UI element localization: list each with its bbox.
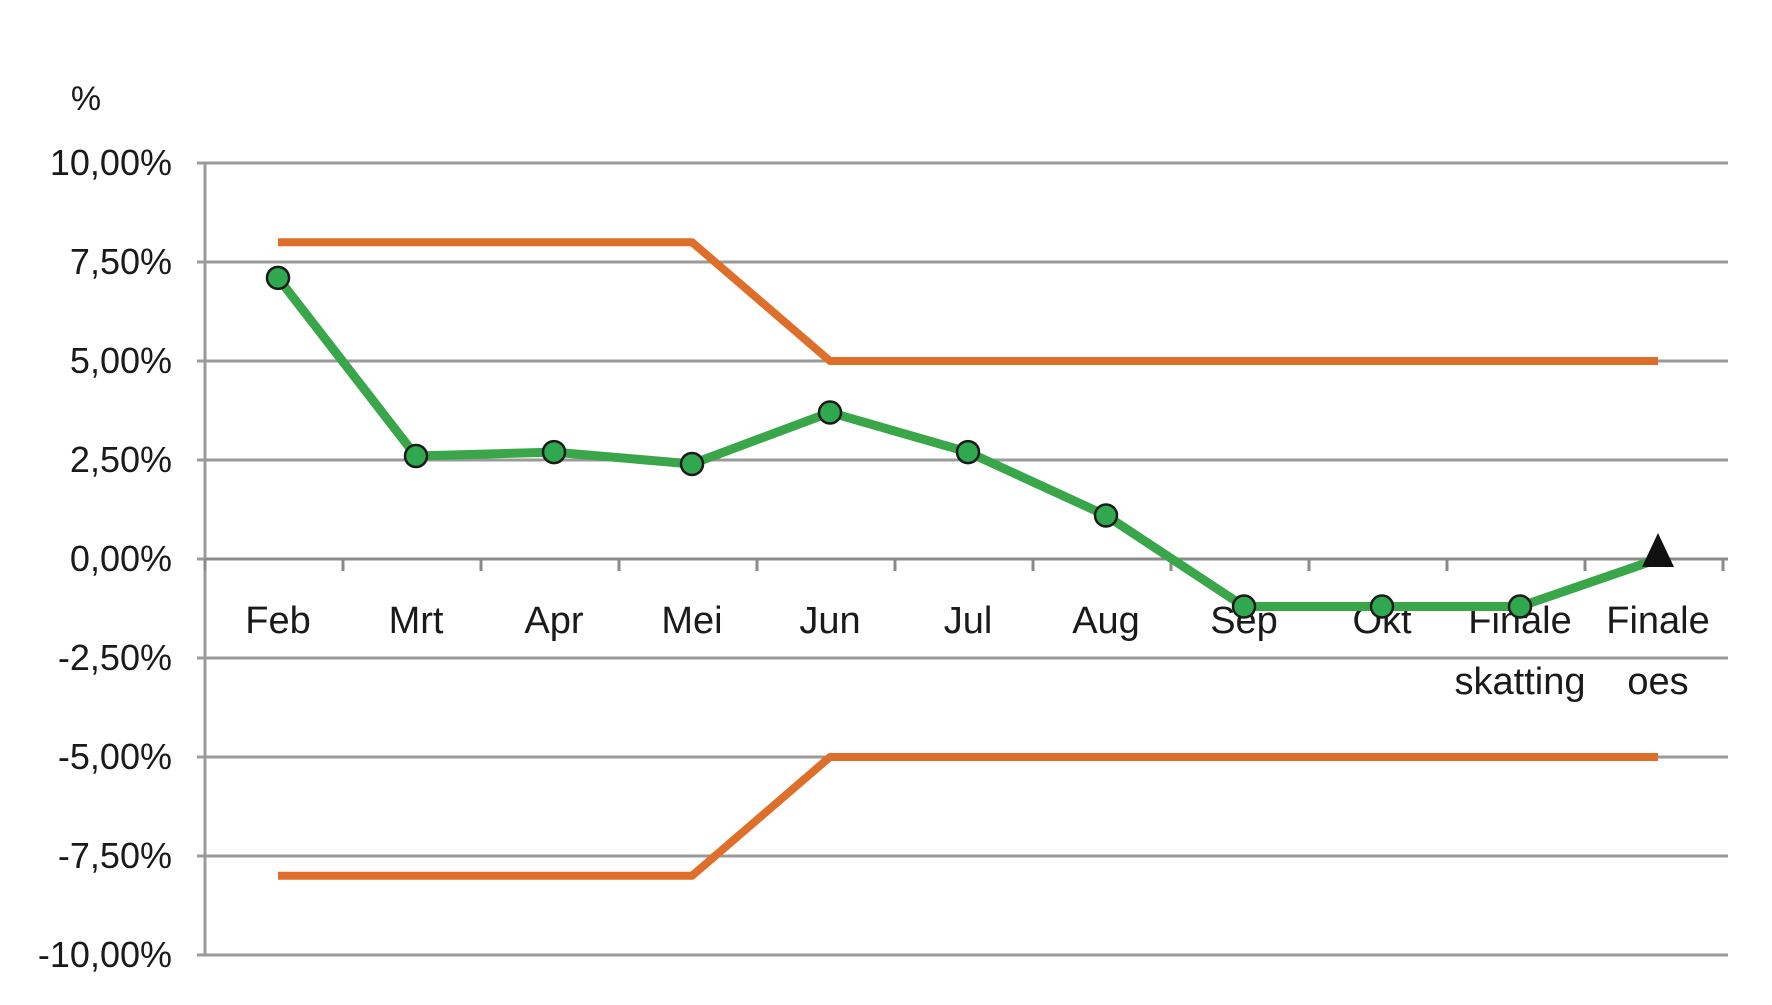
y-tick-label: -10,00% xyxy=(38,934,172,975)
data-point-triangle xyxy=(1642,533,1674,567)
y-tick-label: -5,00% xyxy=(58,736,172,777)
data-point xyxy=(1231,594,1257,619)
data-point xyxy=(955,439,981,465)
x-tick-label: Mei xyxy=(661,600,722,642)
y-tick-label: 10,00% xyxy=(50,142,172,183)
markers xyxy=(265,265,1674,619)
series-line-1 xyxy=(278,238,1658,365)
series-line-2 xyxy=(278,753,1658,880)
data-point xyxy=(817,400,843,425)
y-tick-label: 5,00% xyxy=(70,340,172,381)
x-tick-label: Jun xyxy=(799,600,860,642)
axes xyxy=(203,163,1728,955)
data-point xyxy=(541,439,567,465)
x-tick-label: Mrt xyxy=(389,600,444,642)
y-tick-label: 0,00% xyxy=(70,538,172,579)
x-tick-label: Jul xyxy=(944,600,993,642)
data-point xyxy=(1369,594,1395,619)
data-point xyxy=(403,443,429,469)
y-tick-label: -2,50% xyxy=(58,637,172,678)
x-tick-label: Apr xyxy=(524,600,583,642)
x-tick-label: Aug xyxy=(1072,600,1140,642)
x-tick-label: Finale oes xyxy=(1606,600,1710,703)
y-axis-unit-label: % xyxy=(71,80,101,118)
y-tick-label: 7,50% xyxy=(70,241,172,282)
y-tick-label: -7,50% xyxy=(58,835,172,876)
x-axis-ticks: Feb Mrt Apr Mei Jun Jul Aug Sep Okt Finale skattin… xyxy=(245,600,1709,703)
data-point xyxy=(265,265,291,291)
data-point xyxy=(1093,503,1119,528)
y-tick-label: 2,50% xyxy=(70,439,172,480)
y-axis-ticks: 10,00% 7,50% 5,00% 2,50% 0,00% -2,50% -5,00% -7… xyxy=(38,142,172,975)
data-point xyxy=(679,451,705,477)
data-point xyxy=(1507,594,1533,619)
x-tick-label: Feb xyxy=(245,600,310,642)
